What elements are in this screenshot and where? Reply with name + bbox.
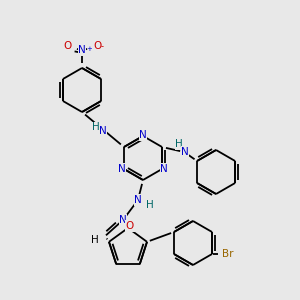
Text: O: O bbox=[93, 41, 101, 51]
Text: -: - bbox=[101, 42, 104, 51]
Text: +: + bbox=[86, 46, 92, 52]
Text: N: N bbox=[99, 127, 107, 136]
Text: H: H bbox=[146, 200, 154, 210]
Text: N: N bbox=[181, 147, 189, 157]
Text: N: N bbox=[134, 195, 142, 205]
Text: H: H bbox=[92, 122, 100, 133]
Text: H: H bbox=[91, 235, 99, 245]
Text: H: H bbox=[175, 139, 183, 149]
Text: O: O bbox=[126, 221, 134, 231]
Text: O: O bbox=[63, 41, 71, 51]
Text: N: N bbox=[78, 45, 86, 55]
Text: N: N bbox=[139, 130, 147, 140]
Text: N: N bbox=[118, 164, 126, 174]
Text: N: N bbox=[119, 215, 127, 225]
Text: Br: Br bbox=[222, 249, 234, 259]
Text: N: N bbox=[160, 164, 168, 174]
